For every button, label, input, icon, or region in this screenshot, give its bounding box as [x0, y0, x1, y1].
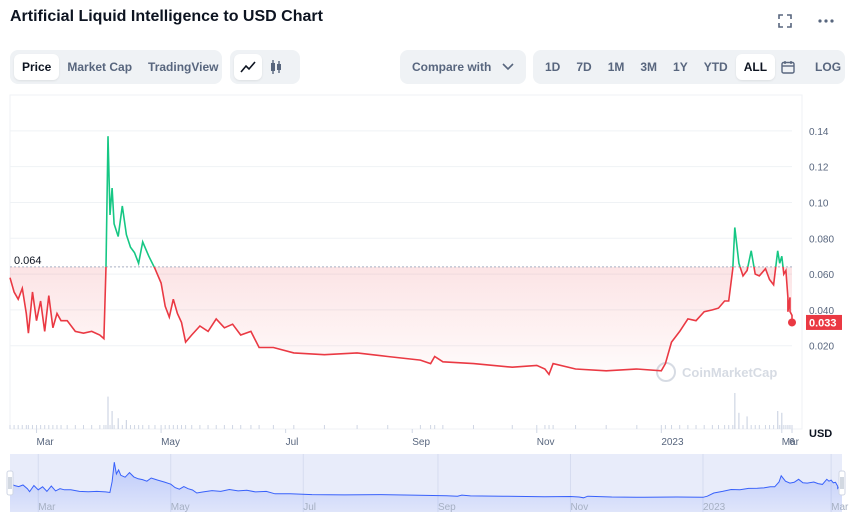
navigator-area [10, 462, 842, 512]
navigator-tick-label: Mar [831, 502, 849, 513]
range-all[interactable]: ALL [735, 54, 776, 80]
navigator-right-handle[interactable] [838, 470, 846, 496]
x-tick-label: 6 [789, 437, 795, 448]
watermark: CoinMarketCap [656, 362, 777, 382]
compare-with-label: Compare with [412, 60, 492, 74]
range-1m[interactable]: 1M [607, 60, 625, 74]
log-scale-toggle[interactable]: LOG [815, 60, 842, 74]
y-tick-label: 0.040 [809, 306, 834, 317]
navigator-tick-label: Sep [438, 502, 456, 513]
navigator-tick-label: Jul [303, 502, 316, 513]
calendar-icon[interactable] [775, 54, 801, 80]
line-chart-icon[interactable] [234, 54, 262, 80]
current-price-label: 0.033 [809, 317, 837, 329]
chart-style-toggle [230, 50, 300, 84]
price-area-fill [10, 266, 792, 375]
tab-price[interactable]: Price [14, 54, 60, 80]
range-1d[interactable]: 1D [545, 60, 561, 74]
navigator-line [9, 462, 843, 499]
y-tick-label: 0.12 [809, 163, 829, 174]
x-tick-label: May [161, 437, 180, 448]
x-tick-label: Mar [37, 437, 55, 448]
navigator-tick-label: Mar [38, 502, 56, 513]
x-tick-label: Jul [286, 437, 299, 448]
time-range-selector: 1D 7D 1M 3M 1Y YTD ALL LOG [533, 50, 845, 84]
current-price-dot [788, 318, 796, 327]
range-ytd[interactable]: YTD [703, 60, 728, 74]
range-3m[interactable]: 3M [640, 60, 658, 74]
price-line-below-reference [9, 266, 793, 377]
x-tick-label: Nov [537, 437, 555, 448]
price-line-above-reference [105, 136, 784, 267]
current-price-badge [806, 314, 842, 330]
y-tick-label: 0.14 [809, 127, 829, 138]
navigator-tick-label: 2023 [703, 502, 726, 513]
x-tick-label: Sep [412, 437, 430, 448]
currency-label: USD [809, 428, 832, 440]
navigator-background [10, 454, 842, 512]
chevron-down-icon [502, 63, 514, 71]
navigator-left-handle[interactable] [6, 470, 14, 496]
y-tick-label: 0.10 [809, 198, 829, 209]
range-7d[interactable]: 7D [576, 60, 592, 74]
candlestick-icon[interactable] [262, 54, 290, 80]
y-tick-label: 0.080 [809, 234, 834, 245]
chart-type-tabs: Price Market Cap TradingView [10, 50, 222, 84]
y-tick-label: 0.060 [809, 270, 834, 281]
watermark-text: CoinMarketCap [682, 365, 777, 380]
navigator-tick-label: Nov [570, 502, 588, 513]
range-1y[interactable]: 1Y [673, 60, 688, 74]
fullscreen-icon[interactable] [776, 12, 794, 30]
reference-price-label: 0.064 [14, 255, 42, 267]
plot-frame [9, 94, 803, 430]
y-tick-label: 0.020 [809, 342, 834, 353]
coinmarketcap-logo-icon [656, 362, 676, 382]
compare-with-dropdown[interactable]: Compare with [400, 50, 526, 84]
tab-market-cap[interactable]: Market Cap [67, 60, 133, 74]
tab-tradingview[interactable]: TradingView [148, 60, 219, 74]
x-tick-label: Mar [782, 437, 800, 448]
more-icon[interactable] [817, 12, 835, 30]
page-title: Artificial Liquid Intelligence to USD Ch… [10, 8, 323, 25]
navigator-tick-label: May [171, 502, 190, 513]
x-tick-label: 2023 [661, 437, 684, 448]
